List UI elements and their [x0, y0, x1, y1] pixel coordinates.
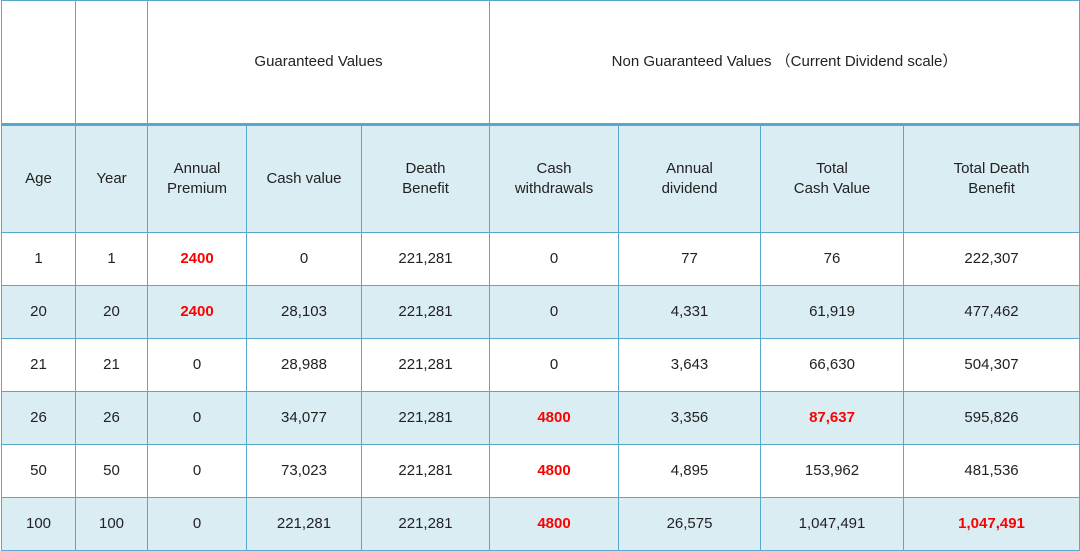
cell: 20	[1, 285, 76, 339]
cell: 0	[147, 444, 247, 498]
cell: 1	[1, 232, 76, 286]
data-row: 100 100 0 221,281 221,281 4800 26,575 1,047,491…	[1, 497, 1080, 551]
cell: 221,281	[360, 285, 491, 339]
cell: 26	[1, 391, 76, 445]
cell: 1,047,491	[903, 497, 1080, 551]
cell: 3,643	[618, 338, 762, 392]
header-line: Annual	[173, 160, 221, 177]
header-line: Total Death	[953, 160, 1030, 177]
cell: 4800	[489, 391, 620, 445]
cell: 595,826	[903, 391, 1080, 445]
header-line: Cash	[536, 160, 572, 177]
cell: 0	[489, 285, 620, 339]
cell: 50	[75, 444, 148, 498]
cell: 4,331	[618, 285, 762, 339]
data-row: 1 1 2400 0 221,281 0 77 76 222,307	[1, 232, 1080, 286]
cell: 481,536	[903, 444, 1080, 498]
column-header: Death Benefit	[360, 124, 491, 233]
cell: 0	[246, 232, 362, 286]
cell: 1,047,491	[760, 497, 905, 551]
cell: 21	[1, 338, 76, 392]
cell: 66,630	[760, 338, 905, 392]
cell: 28,103	[246, 285, 362, 339]
cell: 153,962	[760, 444, 905, 498]
cell: 4,895	[618, 444, 762, 498]
cell: 2400	[147, 285, 247, 339]
column-header: Total Cash Value	[760, 124, 905, 233]
header-line: Benefit	[402, 180, 449, 197]
cell: 221,281	[360, 391, 491, 445]
header-line: Benefit	[968, 180, 1015, 197]
cell: 221,281	[360, 232, 491, 286]
column-header: Annual dividend	[618, 124, 762, 233]
cell: 221,281	[246, 497, 362, 551]
column-header: Total Death Benefit	[903, 124, 1080, 233]
cell: 34,077	[246, 391, 362, 445]
cell: 0	[489, 338, 620, 392]
group-header: Non Guaranteed Values （Current Dividend …	[489, 0, 1080, 126]
header-line: Cash value	[266, 170, 342, 187]
cell: 26,575	[618, 497, 762, 551]
cell: 20	[75, 285, 148, 339]
cell: 222,307	[903, 232, 1080, 286]
data-row: 50 50 0 73,023 221,281 4800 4,895 153,962 481,53…	[1, 444, 1080, 498]
cell: 26	[75, 391, 148, 445]
cell: 504,307	[903, 338, 1080, 392]
cell: 3,356	[618, 391, 762, 445]
data-row: 21 21 0 28,988 221,281 0 3,643 66,630 504,307	[1, 338, 1080, 392]
column-header: Age	[1, 124, 76, 233]
cell: 221,281	[360, 444, 491, 498]
cell: 2400	[147, 232, 247, 286]
cell: 0	[147, 391, 247, 445]
cell: 1	[75, 232, 148, 286]
header-line: Total	[816, 160, 848, 177]
cell: 61,919	[760, 285, 905, 339]
empty-cell	[1, 0, 76, 126]
column-header: Annual Premium	[147, 124, 247, 233]
group-header: Guaranteed Values	[146, 0, 491, 126]
cell: 221,281	[360, 497, 491, 551]
header-line: Age	[25, 170, 52, 187]
header-line: Premium	[166, 180, 227, 197]
cell: 477,462	[903, 285, 1080, 339]
cell: 76	[760, 232, 905, 286]
cell: 0	[147, 497, 247, 551]
data-row: 26 26 0 34,077 221,281 4800 3,356 87,637 595,826	[1, 391, 1080, 445]
header-line: dividend	[661, 180, 718, 197]
header-row: Age Year Annual Premium Cash value Death Benef…	[1, 124, 1080, 233]
header-line: withdrawals	[514, 180, 594, 197]
cell: 87,637	[760, 391, 905, 445]
cell: 21	[75, 338, 148, 392]
cell: 221,281	[360, 338, 491, 392]
cell: 4800	[489, 497, 620, 551]
cell: 100	[1, 497, 76, 551]
cell: 28,988	[246, 338, 362, 392]
cell: 77	[618, 232, 762, 286]
header-line: Cash Value	[793, 180, 871, 197]
group-row: Guaranteed Values Non Guaranteed Values （…	[1, 0, 1080, 126]
cell: 0	[489, 232, 620, 286]
cell: 73,023	[246, 444, 362, 498]
cell: 50	[1, 444, 76, 498]
header-line: Annual	[666, 160, 713, 177]
empty-cell	[75, 0, 148, 126]
column-header: Year	[75, 124, 148, 233]
header-line: Death	[405, 160, 446, 177]
cell: 100	[75, 497, 148, 551]
column-header: Cash withdrawals	[489, 124, 620, 233]
header-line: Year	[96, 170, 127, 187]
data-row: 20 20 2400 28,103 221,281 0 4,331 61,919 477,462	[1, 285, 1080, 339]
cell: 0	[147, 338, 247, 392]
cell: 4800	[489, 444, 620, 498]
column-header: Cash value	[246, 124, 362, 233]
